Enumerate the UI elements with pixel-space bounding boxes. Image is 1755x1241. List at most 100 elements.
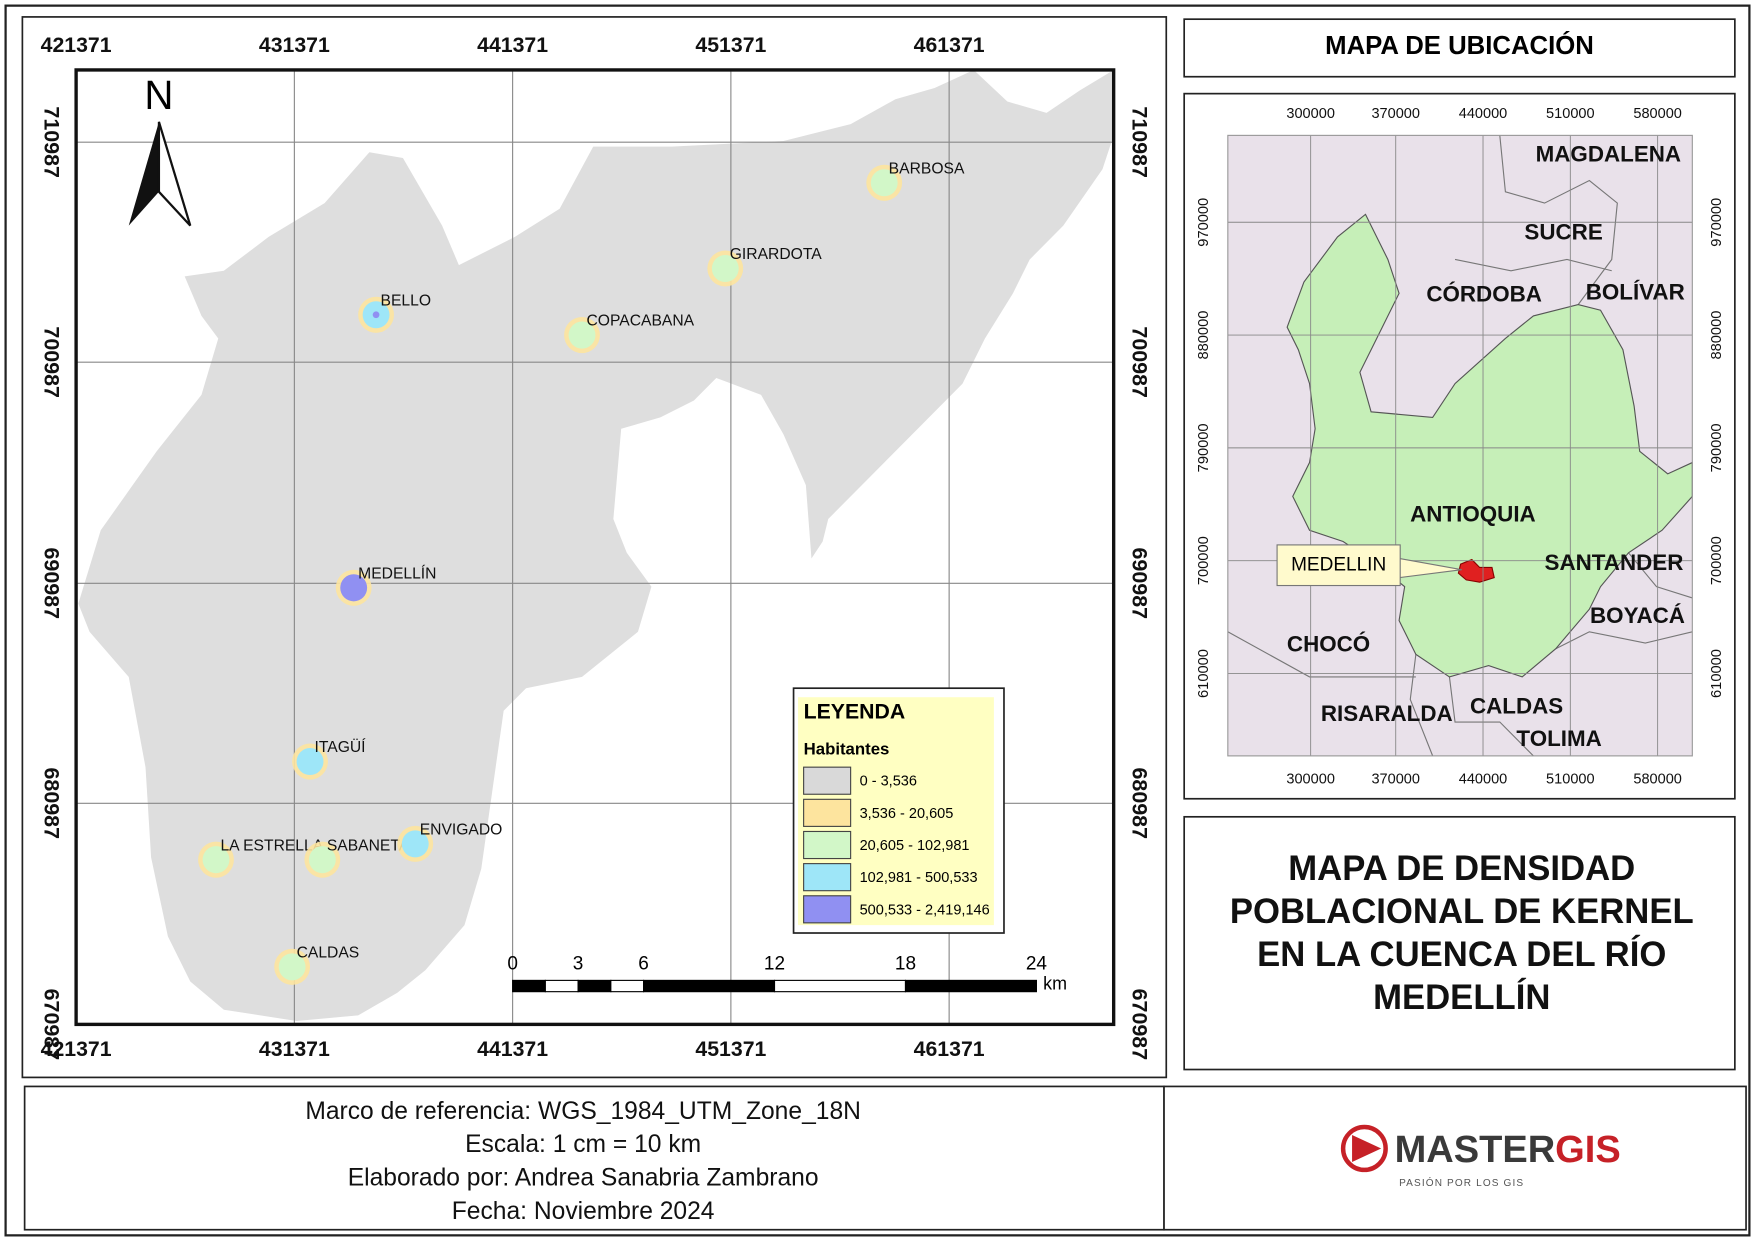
region-label: ANTIOQUIA (1410, 501, 1536, 526)
density-core (278, 953, 306, 981)
x-coord-bottom: 421371 (41, 1037, 112, 1061)
region-label: MAGDALENA (1536, 142, 1681, 167)
region-label: TOLIMA (1516, 726, 1601, 751)
border (1448, 676, 1534, 757)
y-coord-left: 700987 (40, 326, 64, 398)
logo-globe (1340, 1124, 1388, 1173)
region-label: SANTANDER (1545, 550, 1684, 575)
loc-y-coord-left: 970000 (1196, 198, 1212, 247)
density-core (568, 321, 596, 349)
callout-box (1276, 544, 1401, 587)
arrow-right (157, 121, 192, 227)
footer-line: Escala: 1 cm = 10 km (465, 1131, 701, 1158)
scale-tick-label: 12 (764, 954, 785, 975)
region-label: CHOCÓ (1287, 631, 1370, 656)
logo-brand: MASTERGIS (1395, 1128, 1621, 1171)
scale-segment (512, 979, 546, 993)
density-core (401, 830, 429, 858)
region-label: BOYACÁ (1590, 603, 1685, 628)
basin (78, 69, 1114, 1022)
scale-segment (610, 979, 645, 993)
graticule: 421371 421371 431371 431371 441371 441371 4513… (40, 33, 1152, 1061)
x-coord-bottom: 461371 (914, 1037, 985, 1061)
loc-y-coord-right: 970000 (1709, 198, 1725, 247)
arrow-left (128, 121, 159, 226)
loc-x-coord-top: 300000 (1286, 106, 1335, 122)
legend-swatch (803, 895, 852, 924)
legend: LEYENDA Habitantes 0 - 3,536 3,536 - 20,6… (792, 687, 1005, 934)
y-coord-right: 680987 (1128, 768, 1152, 840)
region-label: CÓRDOBA (1426, 281, 1542, 306)
scale-segment (904, 979, 1037, 993)
x-coord-top: 431371 (259, 33, 330, 57)
density-core (308, 846, 336, 874)
logo-tagline: PASIÓN POR LOS GIS (1399, 1176, 1524, 1189)
location-title-box (1183, 18, 1736, 78)
title-line: MEDELLÍN (1373, 977, 1550, 1017)
x-coord-top: 461371 (914, 33, 985, 57)
loc-y-coord-right: 790000 (1709, 423, 1725, 472)
legend-subtitle: Habitantes (804, 740, 890, 759)
density-core (340, 574, 368, 602)
scale-tick-label: 24 (1026, 954, 1048, 975)
legend-swatch (803, 766, 852, 795)
place-label: ENVIGADO (420, 821, 503, 838)
border (1227, 631, 1416, 678)
density-core (202, 846, 230, 874)
place-label: ITAGÜÍ (315, 737, 367, 756)
region-label: SUCRE (1524, 219, 1602, 244)
callout-label: MEDELLIN (1291, 554, 1386, 575)
location-title: MAPA DE UBICACIÓN (1325, 30, 1594, 60)
north-arrow: N (128, 72, 192, 227)
border (1628, 552, 1693, 599)
scale-tick-label: 18 (895, 954, 916, 975)
x-coord-top: 421371 (41, 33, 112, 57)
legend-label: 3,536 - 20,605 (860, 806, 954, 822)
y-coord-left: 690987 (40, 548, 64, 620)
location-graticule: 300000 300000 370000 370000 440000 440000 5100… (1196, 106, 1725, 788)
scale-segment (544, 979, 579, 993)
loc-y-coord-right: 700000 (1709, 536, 1725, 585)
loc-x-coord-bottom: 510000 (1546, 771, 1595, 787)
region-label: RISARALDA (1321, 701, 1453, 726)
region-labels: MAGDALENA SUCRE CÓRDOBA BOLÍVAR ANTIOQUIA SAN… (1287, 142, 1685, 751)
border (1499, 135, 1618, 305)
x-coord-bottom: 441371 (477, 1037, 548, 1061)
y-coord-right: 710987 (1128, 106, 1152, 178)
legend-label: 0 - 3,536 (860, 774, 917, 790)
logo-brand-accent: GIS (1555, 1128, 1621, 1171)
loc-x-coord-top: 370000 (1371, 106, 1420, 122)
y-coord-left: 670987 (40, 989, 64, 1061)
legend-label: 20,605 - 102,981 (860, 838, 970, 854)
x-coord-bottom: 431371 (259, 1037, 330, 1061)
scale-tick-label: 6 (638, 954, 649, 975)
title-box (1183, 815, 1736, 1071)
title-line: EN LA CUENCA DEL RÍO (1257, 934, 1666, 974)
loc-x-coord-bottom: 580000 (1633, 771, 1682, 787)
loc-x-coord-top: 580000 (1633, 106, 1682, 122)
location-frame (1227, 134, 1693, 757)
x-coord-top: 451371 (695, 33, 766, 57)
density-core (870, 169, 898, 197)
logo-play (1352, 1134, 1382, 1163)
medellin-area (1457, 558, 1495, 583)
y-coord-right: 690987 (1128, 548, 1152, 620)
legend-label: 500,533 - 2,419,146 (860, 902, 990, 918)
region-label: CALDAS (1470, 693, 1563, 718)
place-label: GIRARDOTA (730, 246, 822, 263)
loc-x-coord-top: 510000 (1546, 106, 1595, 122)
place-label: LA ESTRELLA (220, 837, 323, 854)
footer: Marco de referencia: WGS_1984_UTM_Zone_1… (305, 1098, 861, 1225)
place-label: SABANETA (327, 837, 410, 854)
map-title: MAPA DE DENSIDAD POBLACIONAL DE KERNELEN … (1230, 849, 1694, 1017)
density-core (711, 254, 739, 283)
map-frame (74, 68, 1116, 1027)
border (1555, 631, 1693, 650)
density-peak (372, 311, 380, 319)
logo: MASTERGIS PASIÓN POR LOS GIS (1303, 1099, 1631, 1216)
x-coord-bottom: 451371 (695, 1037, 766, 1061)
scale-tick-label: 0 (507, 954, 518, 975)
y-coord-right: 700987 (1128, 326, 1152, 398)
legend-label: 102,981 - 500,533 (860, 870, 978, 886)
scale-segment (577, 979, 612, 993)
